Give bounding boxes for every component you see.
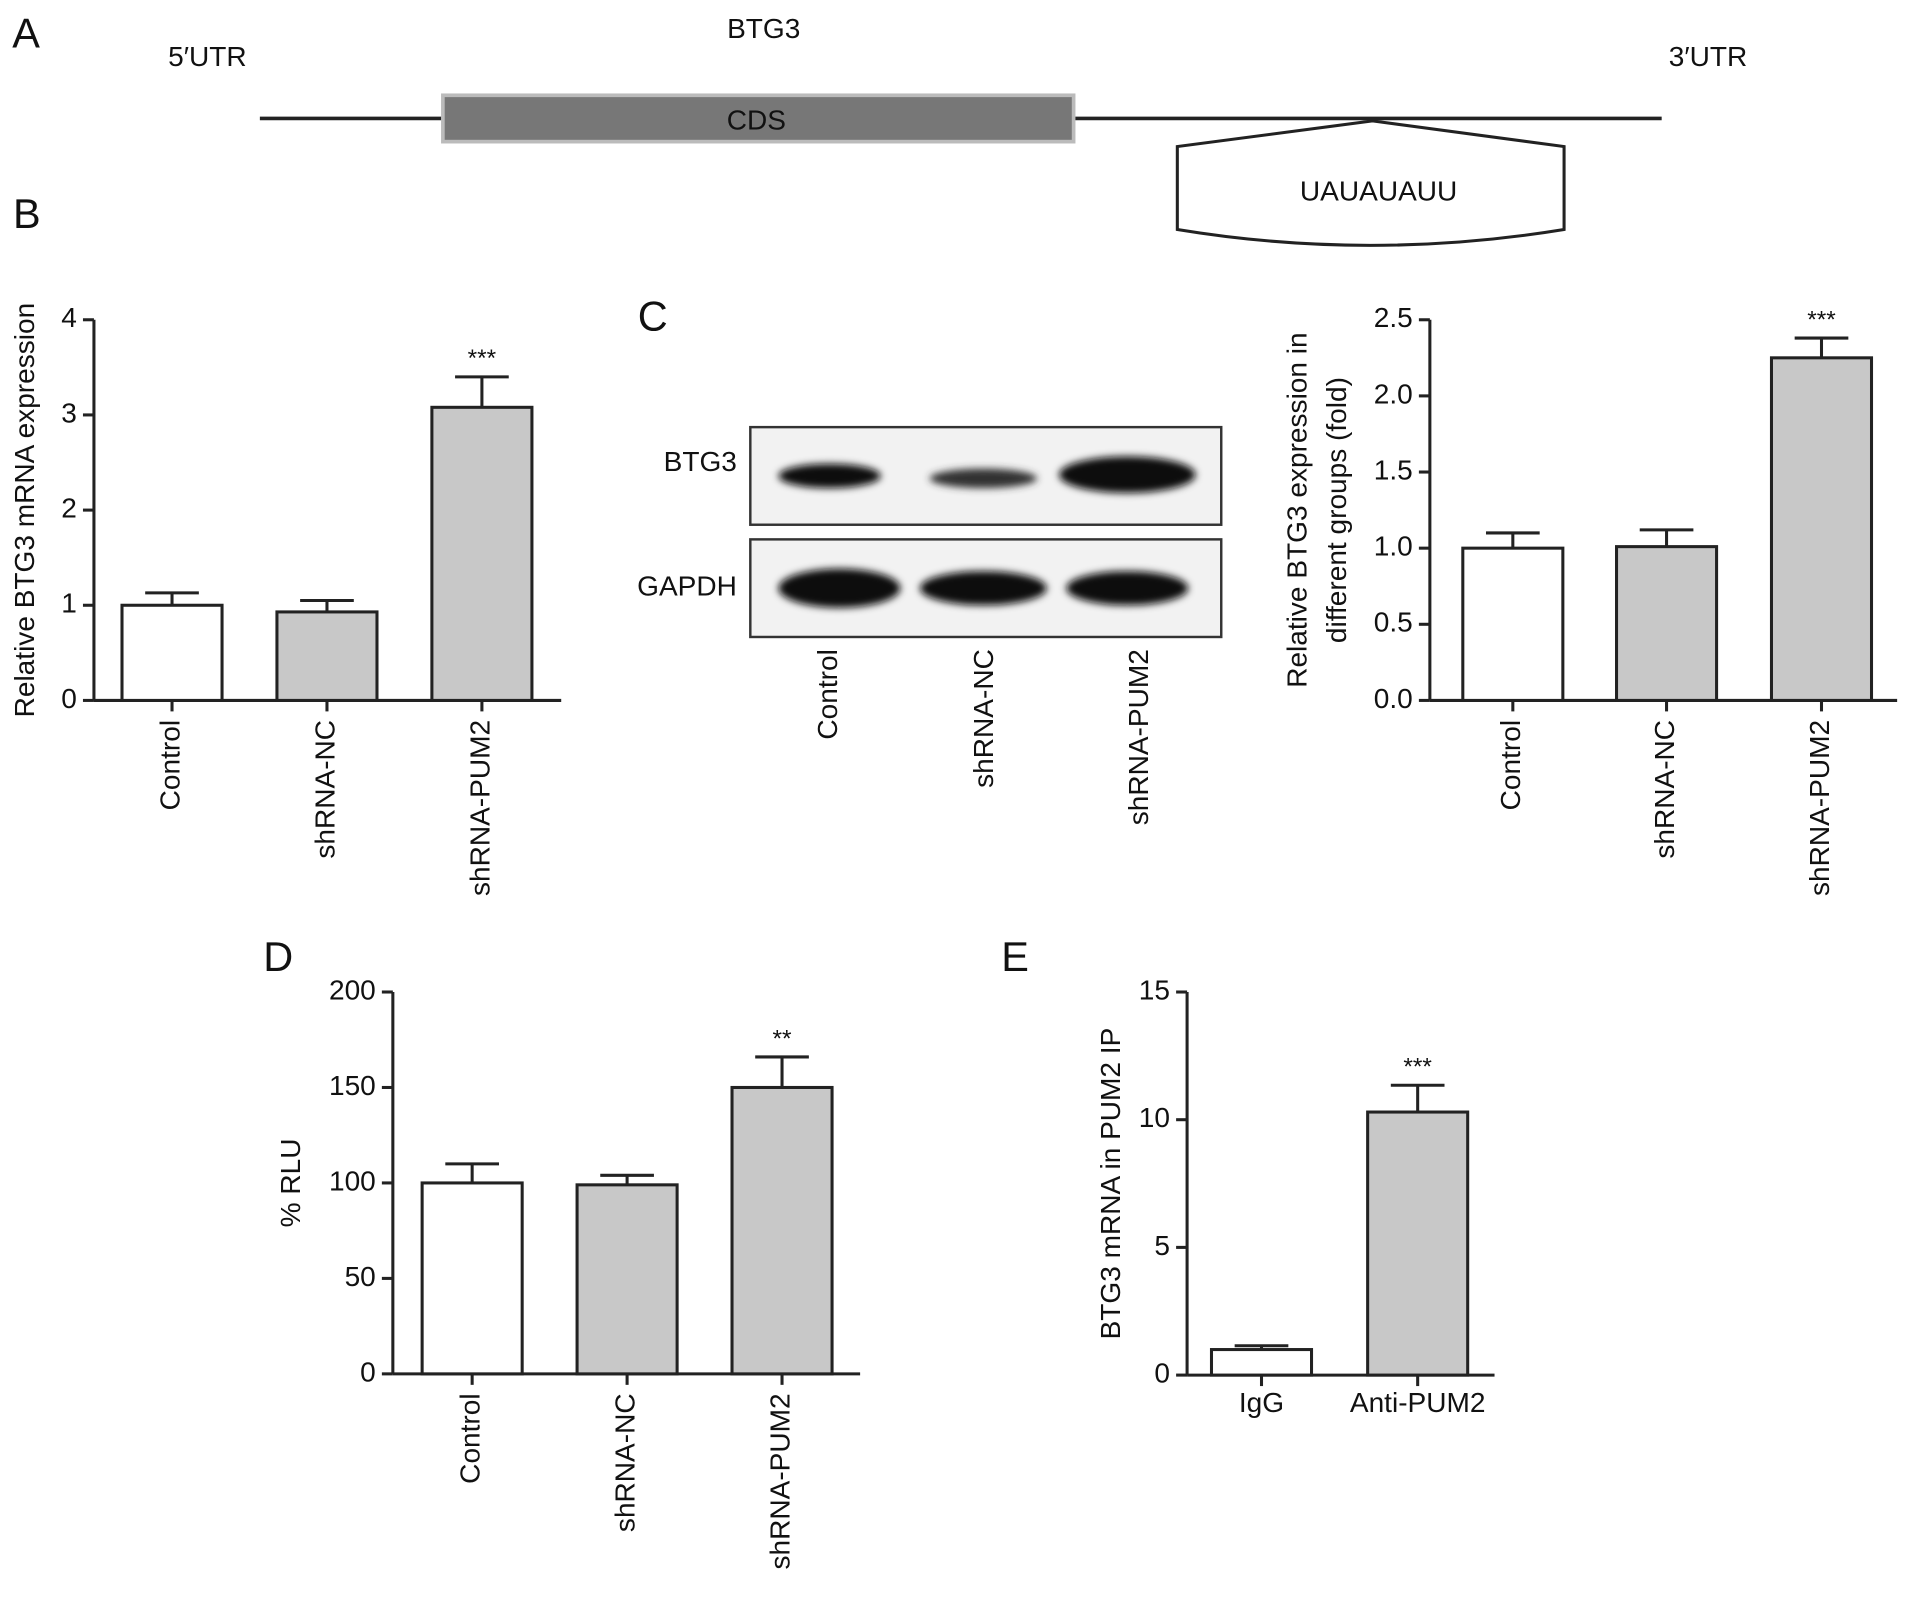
panel-label: E [1001, 933, 1029, 980]
y-axis-label: BTG3 mRNA in PUM2 IP [1095, 1028, 1126, 1340]
motif-label: UAUAUAUU [1300, 175, 1457, 206]
y-tick-label: 3 [61, 397, 77, 428]
bar [1209, 1348, 1314, 1377]
band [778, 463, 881, 489]
blot-row-label: GAPDH [637, 571, 737, 602]
y-tick-label: 4 [61, 302, 77, 333]
band [1058, 456, 1196, 494]
y-tick-label: 10 [1139, 1102, 1170, 1133]
y-axis-label: % RLU [275, 1139, 306, 1228]
blot-lane-label: Control [812, 649, 843, 739]
x-tick-label: Anti-PUM2 [1350, 1387, 1486, 1418]
significance: *** [1403, 1054, 1432, 1081]
panel-label: B [13, 190, 41, 237]
y-tick-label: 2 [61, 493, 77, 524]
band [919, 571, 1047, 606]
y-tick-label: 200 [329, 974, 376, 1005]
bar [120, 603, 224, 702]
x-tick-label: Control [154, 720, 185, 810]
bar [430, 405, 534, 702]
gene-title: BTG3 [727, 13, 800, 44]
cds-box [441, 93, 1076, 144]
y-axis-label: Relative BTG3 expression in [1282, 332, 1313, 687]
blot-row-label: BTG3 [664, 446, 737, 477]
panel-label: A [12, 10, 40, 57]
y-tick-label: 15 [1139, 974, 1170, 1005]
x-tick-label: shRNA-PUM2 [764, 1393, 795, 1569]
y-tick-label: 0 [1154, 1357, 1170, 1388]
x-tick-label: Control [1495, 720, 1526, 810]
x-tick-label: shRNA-NC [609, 1393, 640, 1532]
x-tick-label: Control [455, 1393, 486, 1483]
x-tick-label: shRNA-NC [309, 720, 340, 859]
band [1066, 571, 1189, 606]
y-tick-label: 0.0 [1374, 683, 1413, 714]
y-tick-label: 1 [61, 588, 77, 619]
bar [1615, 545, 1719, 702]
y-tick-label: 1.5 [1374, 454, 1413, 485]
utr-label: 5′UTR [168, 41, 247, 72]
x-tick-label: IgG [1239, 1387, 1284, 1418]
y-tick-label: 100 [329, 1165, 376, 1196]
cds-label: CDS [727, 105, 786, 136]
y-tick-label: 2.5 [1374, 302, 1413, 333]
y-axis-label: Relative BTG3 mRNA expression [9, 303, 40, 718]
bar [730, 1085, 834, 1376]
y-axis-label: different groups (fold) [1321, 377, 1352, 643]
y-tick-label: 0 [360, 1356, 376, 1387]
utr-label: 3′UTR [1669, 41, 1748, 72]
bar [575, 1183, 679, 1376]
y-tick-label: 0.5 [1374, 607, 1413, 638]
panel-label: C [638, 293, 668, 340]
y-tick-label: 2.0 [1374, 378, 1413, 409]
y-tick-label: 5 [1154, 1230, 1170, 1261]
bar [1461, 546, 1565, 702]
bar [1366, 1110, 1470, 1377]
blot-lane-label: shRNA-PUM2 [1123, 649, 1154, 825]
blot-lane-label: shRNA-NC [968, 649, 999, 788]
bar [420, 1181, 524, 1376]
bar [1769, 356, 1874, 702]
band [778, 568, 901, 608]
y-tick-label: 0 [61, 683, 77, 714]
y-tick-label: 150 [329, 1070, 376, 1101]
significance: *** [468, 345, 497, 372]
x-tick-label: shRNA-PUM2 [464, 720, 495, 896]
panel-label: D [263, 933, 293, 980]
bar [275, 610, 379, 702]
x-tick-label: shRNA-PUM2 [1804, 720, 1835, 896]
significance: ** [773, 1025, 792, 1052]
y-tick-label: 1.0 [1374, 531, 1413, 562]
band [929, 468, 1038, 489]
motif-shape [1175, 119, 1566, 247]
significance: *** [1807, 306, 1836, 333]
y-tick-label: 50 [345, 1261, 376, 1292]
x-tick-label: shRNA-NC [1649, 720, 1680, 859]
